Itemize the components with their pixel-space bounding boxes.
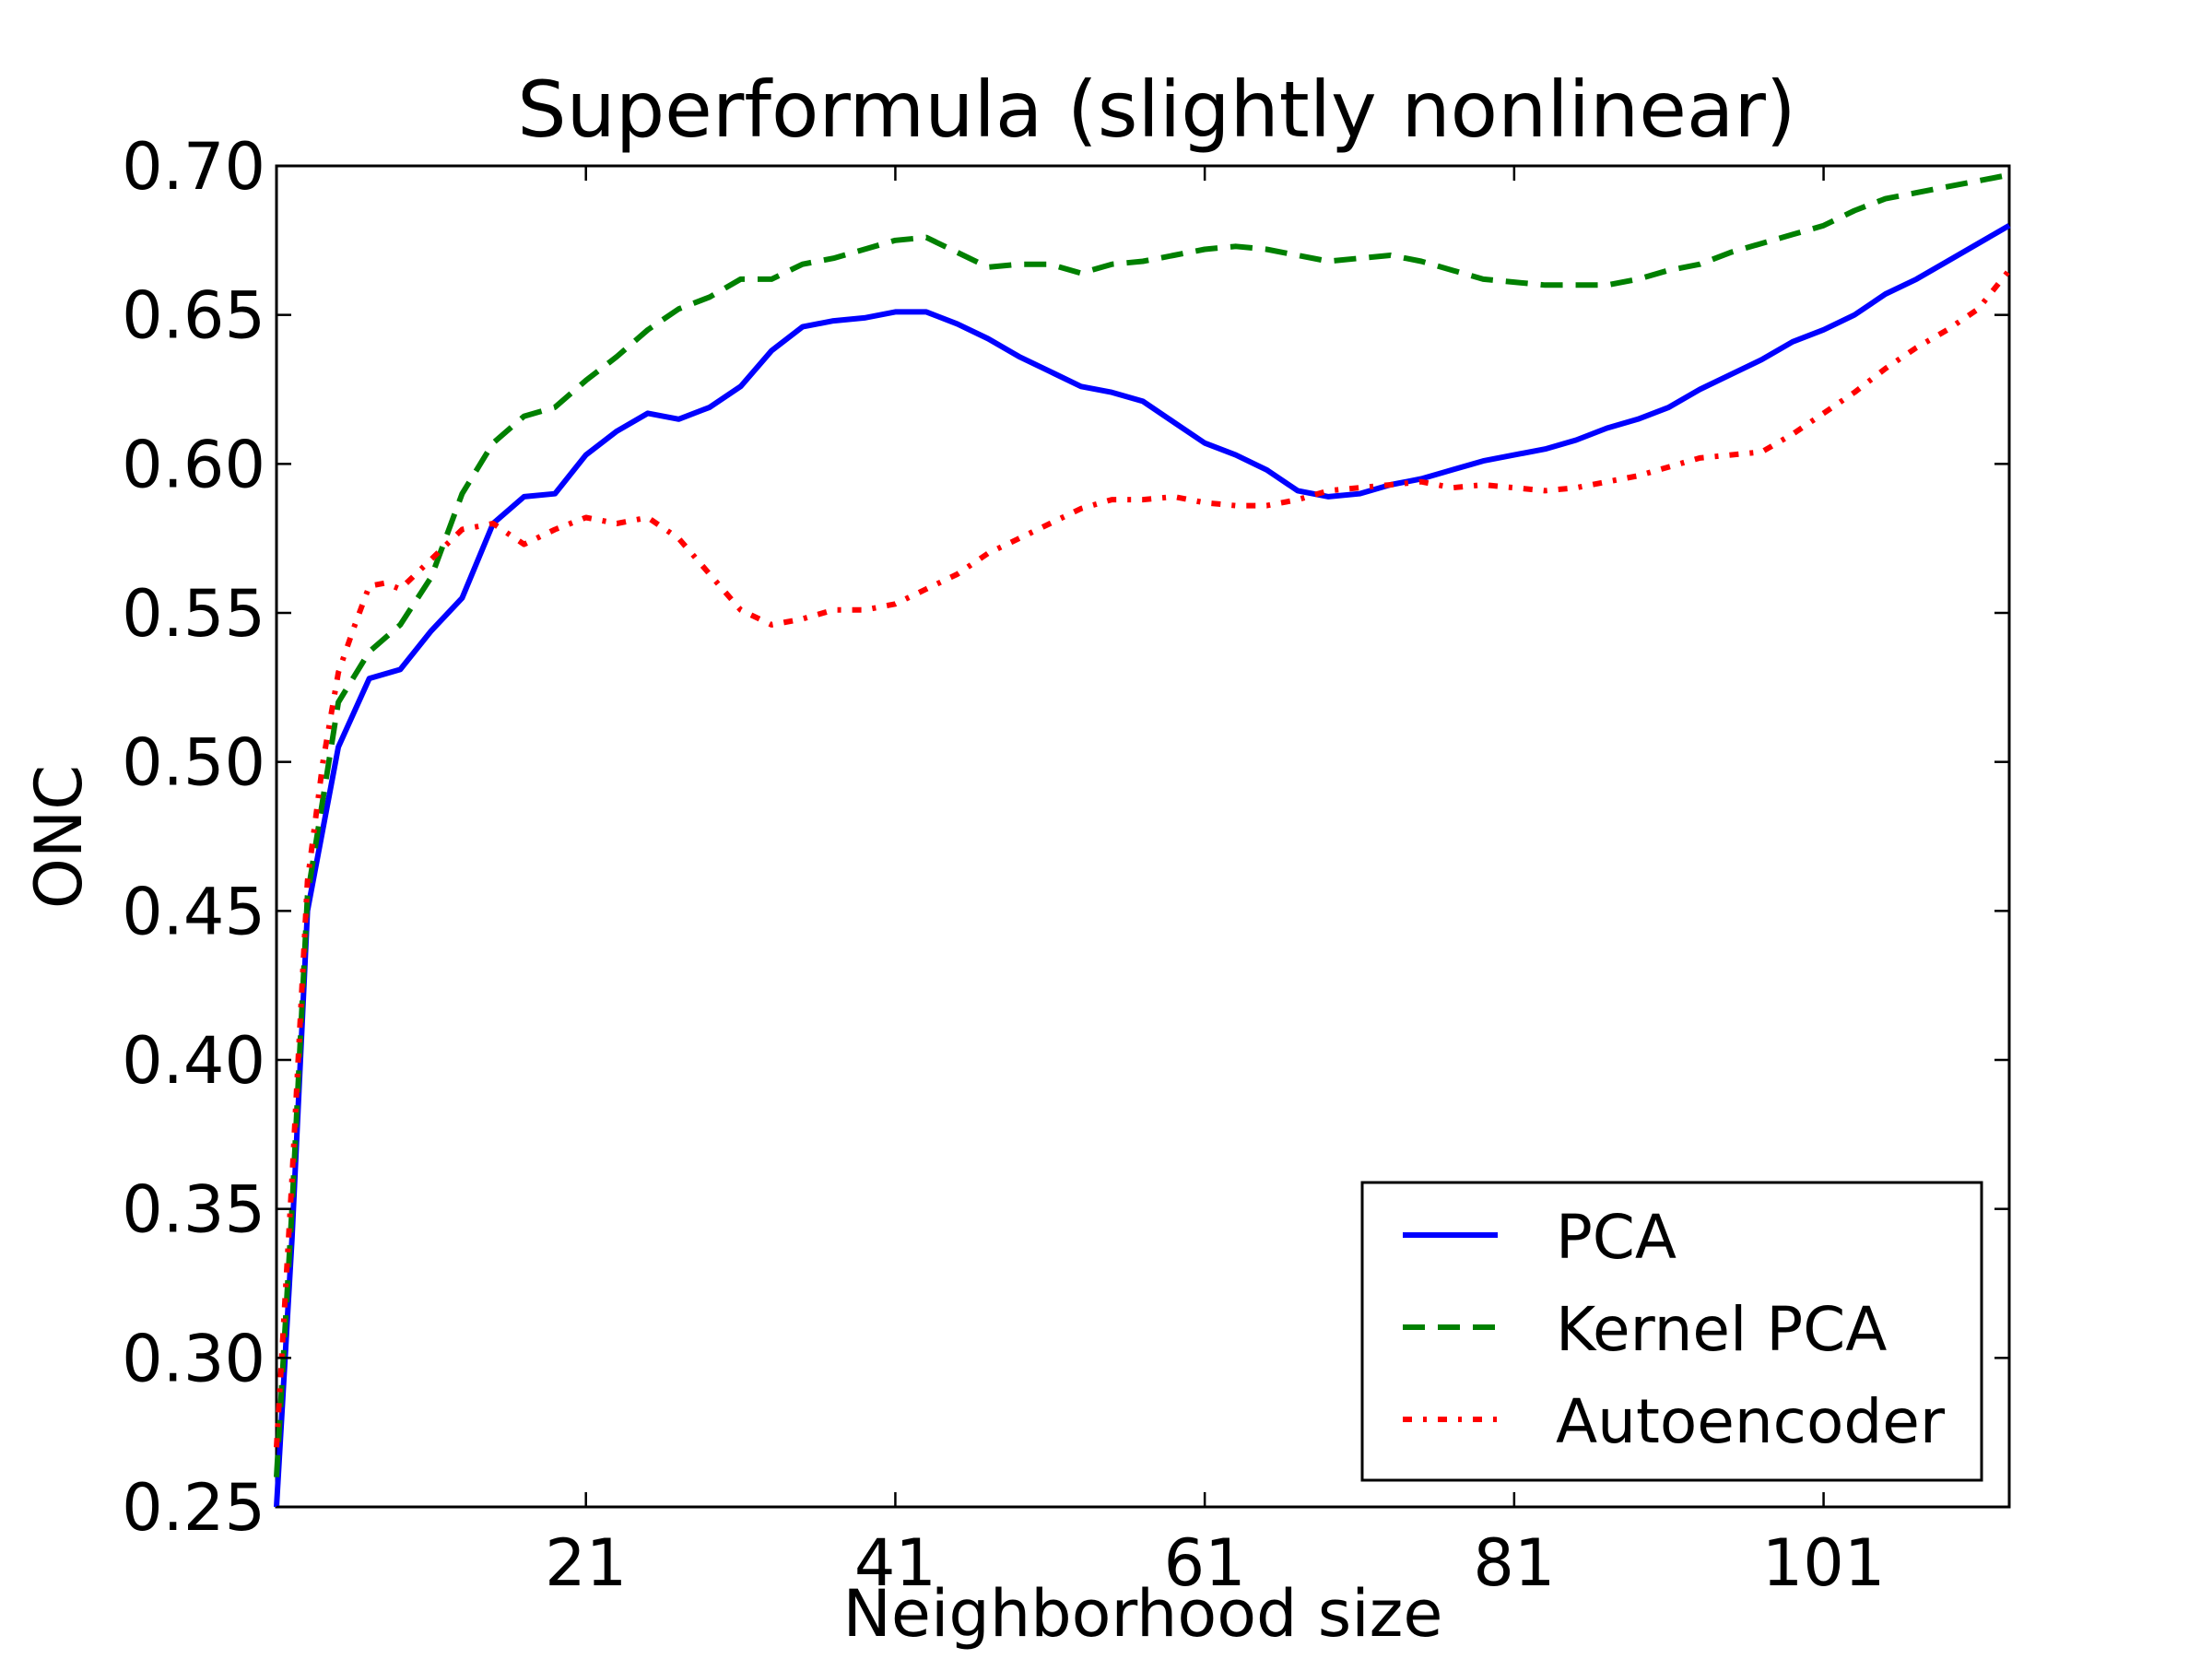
y-tick-label: 0.50 (122, 725, 265, 801)
chart-title: Superformula (slightly nonlinear) (517, 65, 1795, 155)
y-tick-label: 0.65 (122, 278, 265, 354)
y-tick-label: 0.70 (122, 129, 265, 205)
y-ticks: 0.25 0.30 0.35 0.40 0.45 0.50 0.55 0.60 0.65 0.70 (122, 129, 2009, 1546)
x-axis-label: Neighborhood size (843, 1576, 1443, 1652)
x-tick-label: 21 (545, 1525, 627, 1601)
y-tick-label: 0.45 (122, 874, 265, 949)
legend-label: PCA (1556, 1202, 1677, 1273)
series-line-pca (274, 223, 2011, 1508)
plot-frame (275, 164, 2011, 1509)
legend: PCA Kernel PCA Autoencoder (1360, 1181, 1983, 1482)
series-line-kernel-pca (274, 171, 2010, 1477)
y-tick-label: 0.30 (122, 1321, 265, 1396)
plot-area: 0.25 0.30 0.35 0.40 0.45 0.50 0.55 0.60 0.65 0.70… (122, 129, 2012, 1601)
x-tick-label: 41 (854, 1525, 936, 1601)
x-tick-label: 61 (1164, 1525, 1246, 1601)
y-tick-label: 0.55 (122, 576, 265, 652)
legend-box (1360, 1181, 1983, 1482)
x-tick-label: 101 (1762, 1525, 1886, 1601)
series-lines (274, 171, 2012, 1508)
y-tick-label: 0.60 (122, 427, 265, 502)
legend-label: Autoencoder (1556, 1386, 1946, 1457)
x-tick-label: 81 (1473, 1525, 1555, 1601)
y-tick-label: 0.25 (122, 1470, 265, 1546)
y-tick-label: 0.40 (122, 1023, 265, 1099)
legend-entries: PCA Kernel PCA Autoencoder (1403, 1202, 1946, 1457)
series-line-autoencoder (274, 268, 2012, 1448)
legend-label: Kernel PCA (1556, 1294, 1887, 1365)
x-ticks: 21 41 61 81 101 (545, 166, 1885, 1601)
y-axis-label: ONC (21, 765, 97, 909)
y-tick-label: 0.35 (122, 1172, 265, 1248)
